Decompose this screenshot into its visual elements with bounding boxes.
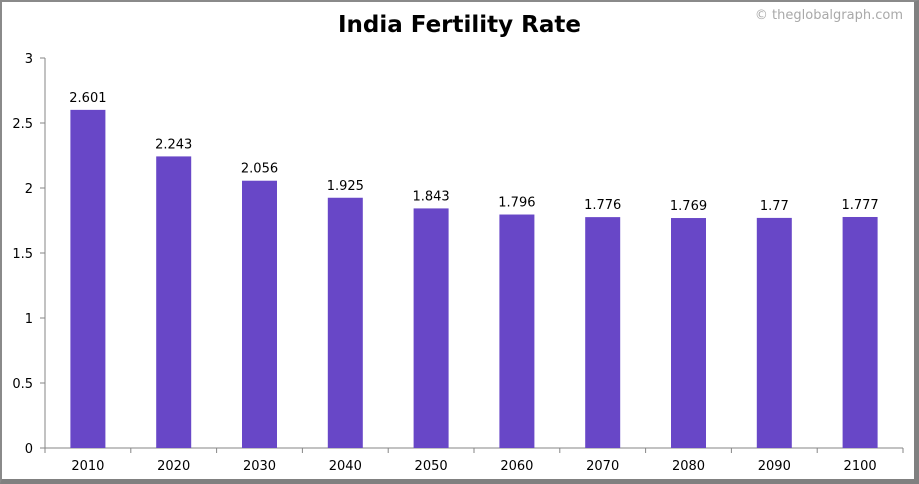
x-tick-label-2090: 2090 (758, 459, 791, 474)
bar-2010 (70, 109, 106, 449)
bar-2100 (842, 216, 878, 448)
bar-2080 (671, 218, 706, 448)
data-label-2090: 1.77 (760, 199, 789, 214)
x-tick-label-2040: 2040 (329, 459, 362, 474)
data-label-2060: 1.796 (498, 196, 535, 211)
x-tick-label-2050: 2050 (415, 459, 448, 474)
bar-2060 (499, 214, 535, 448)
x-tick-label-2100: 2100 (844, 459, 877, 474)
x-tick-label-2010: 2010 (71, 459, 104, 474)
data-label-2100: 1.777 (841, 198, 878, 213)
watermark: © theglobalgraph.com (754, 8, 903, 23)
bar-2090 (756, 217, 792, 448)
x-tick-label-2070: 2070 (586, 459, 619, 474)
x-tick-label-2060: 2060 (500, 459, 533, 474)
y-tick-label: 3 (25, 52, 33, 67)
bar-2020 (156, 156, 192, 448)
data-label-2030: 2.056 (241, 162, 278, 177)
data-label-2040: 1.925 (327, 179, 364, 194)
data-label-2020: 2.243 (155, 137, 192, 152)
y-tick-label: 0 (25, 442, 33, 457)
data-label-2010: 2.601 (69, 91, 106, 106)
y-tick-label: 2.5 (12, 117, 33, 132)
data-label-2070: 1.776 (584, 198, 621, 213)
y-tick-label: 2 (25, 182, 33, 197)
x-tick-label-2020: 2020 (157, 459, 190, 474)
x-tick-label-2030: 2030 (243, 459, 276, 474)
chart-title: India Fertility Rate (338, 12, 581, 38)
data-label-2080: 1.769 (670, 199, 707, 214)
x-tick-label-2080: 2080 (672, 459, 705, 474)
bar-2030 (242, 180, 277, 448)
y-tick-label: 0.5 (12, 377, 33, 392)
bar-2070 (585, 217, 621, 448)
bar-2040 (327, 197, 363, 448)
bar-2050 (413, 208, 449, 448)
y-tick-label: 1 (25, 312, 33, 327)
data-label-2050: 1.843 (412, 189, 449, 204)
y-tick-label: 1.5 (12, 247, 33, 262)
